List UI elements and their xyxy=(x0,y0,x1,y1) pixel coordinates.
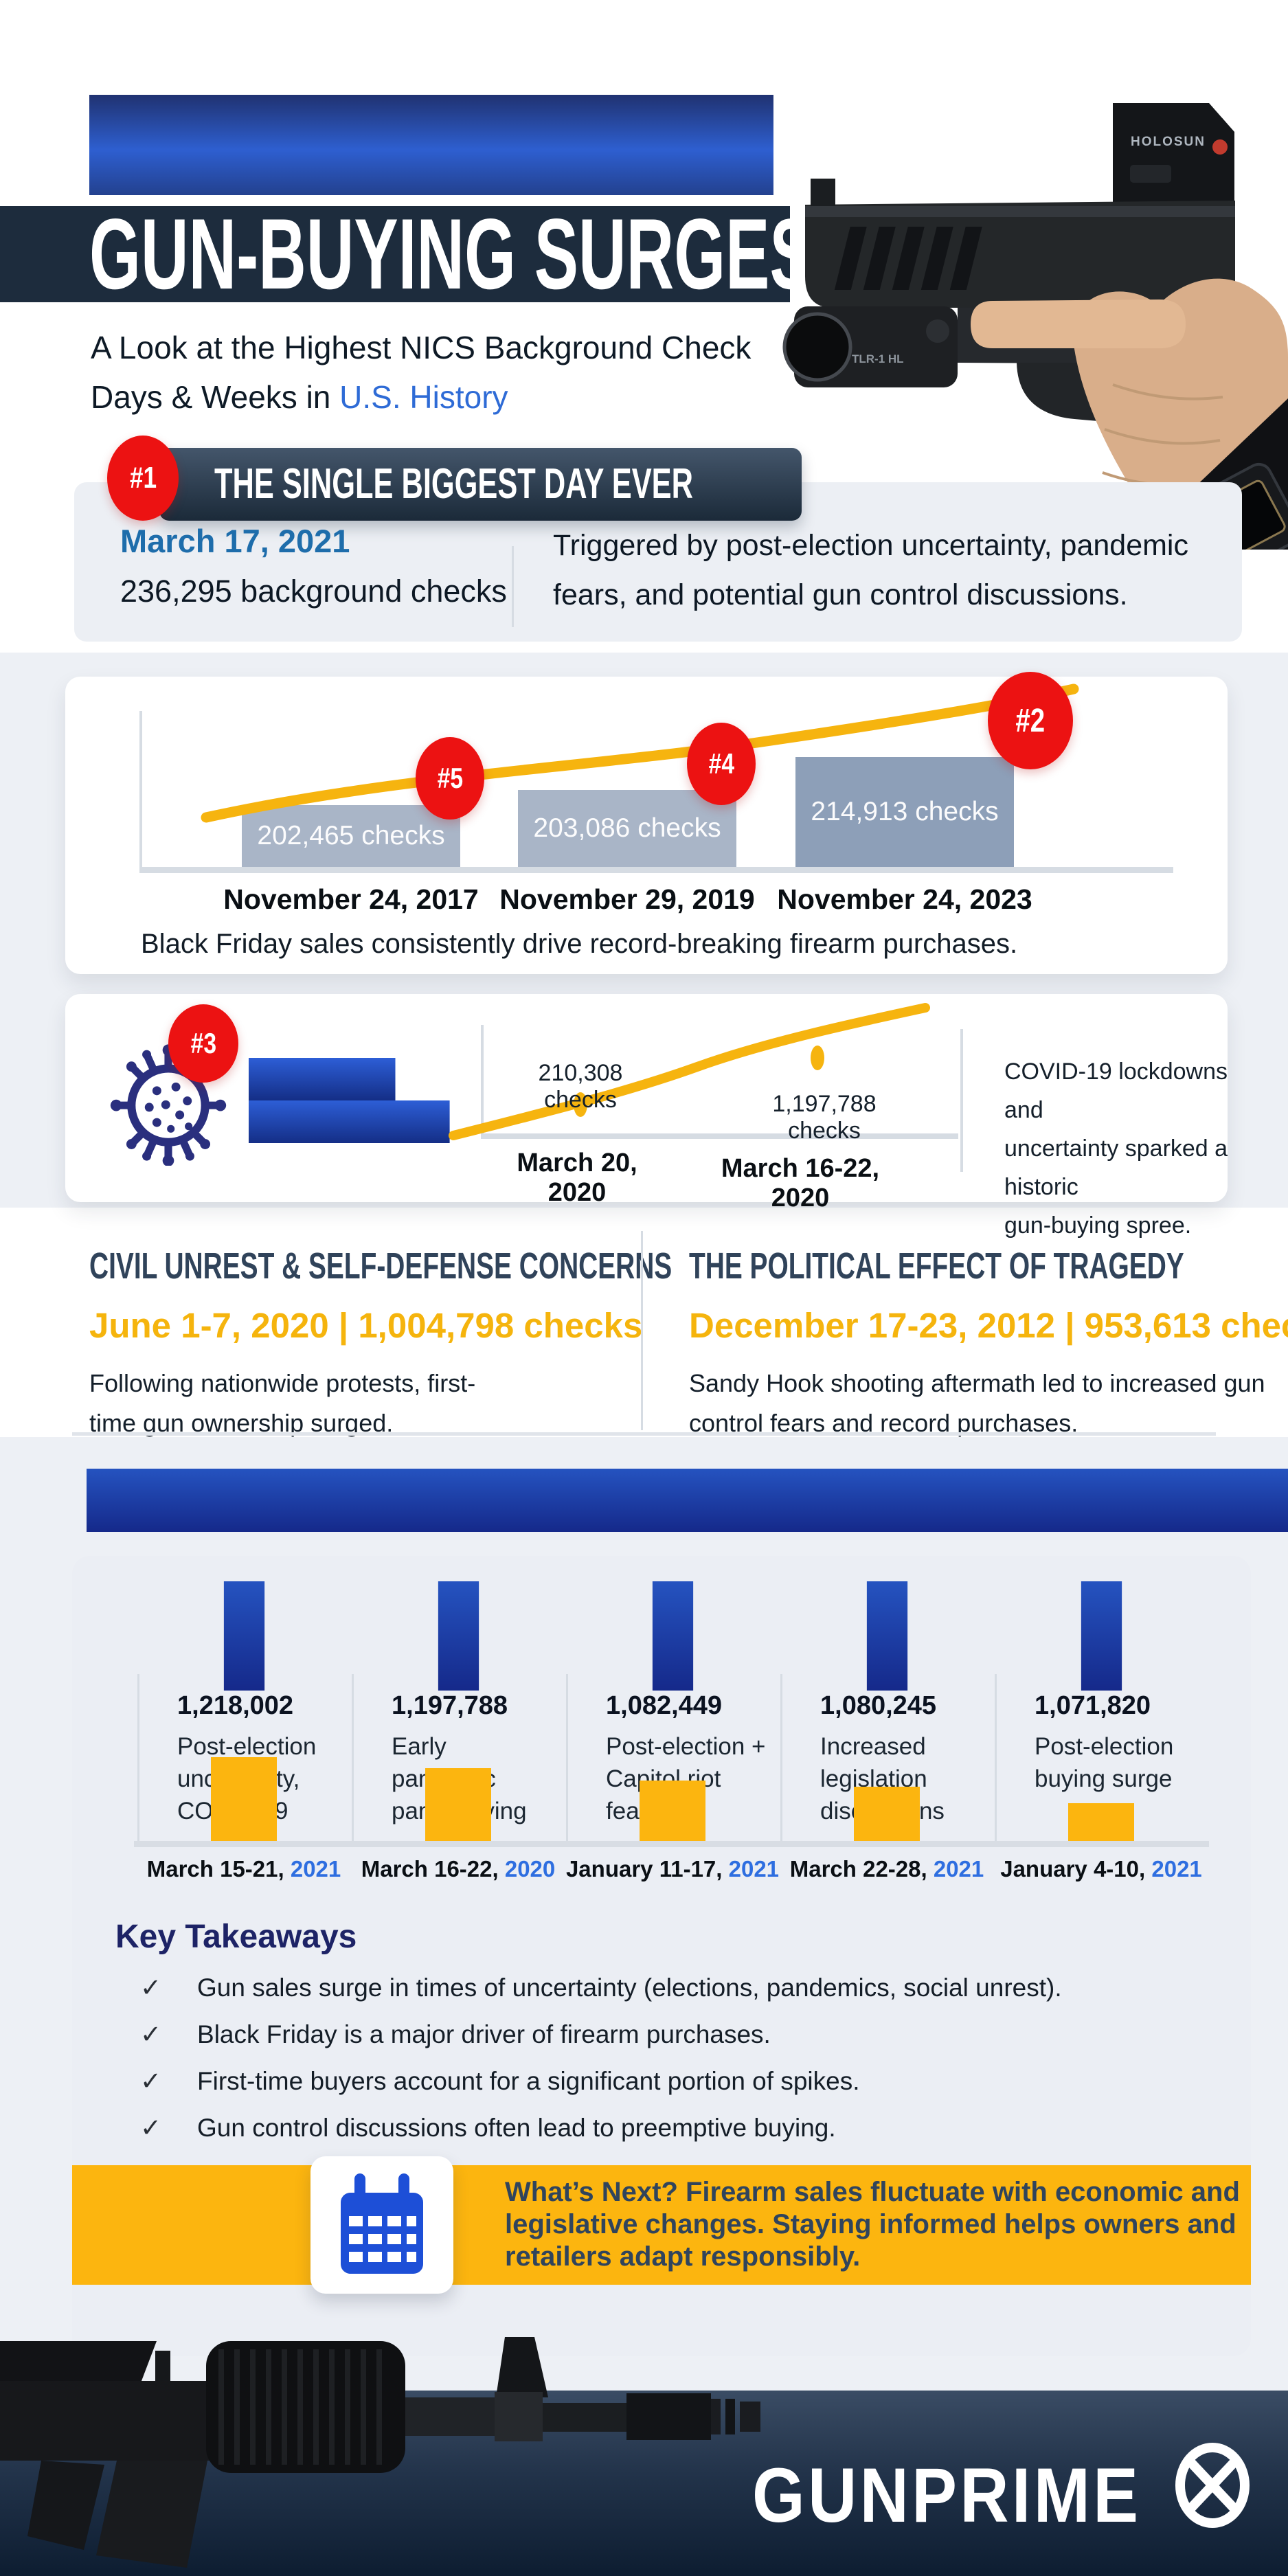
top5-col-line-4 xyxy=(780,1674,782,1844)
check-icon: ✓ xyxy=(140,2114,162,2142)
top5-date-5: January 4-10, 2021 xyxy=(1000,1856,1202,1882)
top5-col-line-2 xyxy=(352,1674,354,1844)
top5-bar-1 xyxy=(211,1757,277,1841)
takeaways-heading: Key Takeaways xyxy=(115,1919,357,1955)
top5-col-line-3 xyxy=(566,1674,568,1844)
top5-heading: THE TOP 5 HIGHEST WEEKS FOR NICS BACKGRO… xyxy=(87,1469,1288,1532)
pandemic-description: COVID-19 lockdowns and uncertainty spark… xyxy=(1004,1059,1228,1239)
top5-date-4: March 22-28, 2021 xyxy=(789,1856,984,1882)
check-icon: ✓ xyxy=(140,1974,162,2002)
biggest-day-stat: 236,295 background checks xyxy=(120,574,507,609)
pistol-photo: HOLOSUN TLR-1 HL xyxy=(782,103,1288,550)
page-title-line1: AMERICA’S BIGGEST xyxy=(89,95,1126,195)
rank-5-badge: #5 xyxy=(416,737,484,820)
biggest-day-divider xyxy=(512,546,514,627)
top5-bar-5 xyxy=(1068,1803,1134,1841)
top5-col-line-1 xyxy=(137,1674,139,1844)
takeaway-item-1: ✓ Gun sales surge in times of uncertainty… xyxy=(140,1974,1062,2002)
pandemic-divider xyxy=(960,1029,963,1172)
bf-date-2: November 29, 2019 xyxy=(499,883,755,915)
event-1-title: CIVIL UNREST & SELF-DEFENSE CONCERNS xyxy=(89,1245,673,1287)
top5-col-line-5 xyxy=(995,1674,997,1844)
biggest-day-description: Triggered by post-election uncertainty, … xyxy=(553,529,1188,611)
rank-2-badge: #2 xyxy=(988,672,1073,769)
bf-caption: Black Friday sales consistently drive re… xyxy=(141,929,1018,959)
page-title-line1-text: AMERICA’S BIGGEST xyxy=(89,95,773,195)
footer-logo: GUNPRIME xyxy=(752,2451,1195,2540)
bf-date-3: November 24, 2023 xyxy=(777,883,1032,915)
light-brand-label: TLR-1 HL xyxy=(852,352,904,365)
weapon-light-icon: TLR-1 HL xyxy=(782,306,958,387)
pandemic-title: PANDEMIC PANIC BUYING xyxy=(249,1058,536,1143)
bf-bar-2: 203,086 checks xyxy=(518,790,736,867)
takeaway-item-2: ✓ Black Friday is a major driver of firea… xyxy=(140,2020,771,2048)
pistol-slide xyxy=(805,179,1235,308)
top5-date-1: March 15-21, 2021 xyxy=(146,1856,341,1882)
rank-1-badge: #1 xyxy=(107,436,179,521)
page-title-line2: GUN-BUYING SURGES xyxy=(89,198,1187,310)
pandemic-point2-label: 1,197,788 checks xyxy=(772,1091,877,1144)
bf-bar-3: 214,913 checks xyxy=(795,757,1014,867)
event-2-title: THE POLITICAL EFFECT OF TRAGEDY xyxy=(689,1245,1184,1287)
rank-4-badge: #4 xyxy=(687,723,756,805)
event-tragedy: THE POLITICAL EFFECT OF TRAGEDY December… xyxy=(689,1245,1288,1443)
biggest-day-banner: THE SINGLE BIGGEST DAY EVER xyxy=(159,448,802,521)
subtitle-line2: Days & Weeks in U.S. History xyxy=(91,379,508,415)
event-1-stat: June 1-7, 2020 | 1,004,798 checks xyxy=(89,1306,643,1345)
check-icon: ✓ xyxy=(140,2020,162,2048)
header-navy-band xyxy=(0,206,790,302)
top5-bar-4 xyxy=(854,1787,920,1841)
rank-3-badge: #3 xyxy=(168,1004,238,1083)
top5-rank-2: 2 xyxy=(352,1580,565,1693)
takeaway-item-3: ✓ First-time buyers account for a signifi… xyxy=(140,2067,860,2095)
sight-brand-label: HOLOSUN xyxy=(1131,135,1206,149)
check-icon: ✓ xyxy=(140,2067,162,2095)
biggest-day-date: March 17, 2021 xyxy=(120,523,350,559)
top5-rank-3: 3 xyxy=(566,1580,779,1693)
top5-date-2: March 16-22, 2020 xyxy=(361,1856,556,1882)
takeaway-item-4: ✓ Gun control discussions often lead to p… xyxy=(140,2114,836,2142)
event-2-stat: December 17-23, 2012 | 953,613 checks xyxy=(689,1306,1288,1345)
brand-x-icon xyxy=(1175,2443,1250,2528)
bf-date-1: November 24, 2017 xyxy=(223,883,479,915)
top5-bar-3 xyxy=(640,1781,705,1841)
events-bottom-rule xyxy=(72,1432,1216,1436)
top5-bar-2 xyxy=(425,1768,491,1841)
biggest-day-banner-label: THE SINGLE BIGGEST DAY EVER xyxy=(214,460,693,508)
bf-y-axis xyxy=(139,711,142,873)
rifle-photo xyxy=(0,2337,760,2568)
subtitle-highlight: U.S. History xyxy=(339,379,508,415)
page-subtitle: A Look at the Highest NICS Background Ch… xyxy=(91,323,751,422)
top5-rank-4: 4 xyxy=(780,1580,993,1693)
red-dot-sight-icon: HOLOSUN xyxy=(1113,103,1234,206)
top5-item-5: 1,071,820 Post-election buying surge xyxy=(1035,1691,1174,1792)
top5-date-3: January 11-17, 2021 xyxy=(565,1856,780,1882)
bf-bar-1: 202,465 checks xyxy=(242,805,460,867)
events-white-band xyxy=(0,1208,1288,1437)
event-2-description: Sandy Hook shooting aftermath led to inc… xyxy=(689,1369,1265,1437)
top5-rank-5: 5 xyxy=(995,1580,1208,1693)
bf-baseline xyxy=(139,867,1173,873)
pandemic-y-axis xyxy=(481,1025,484,1139)
subtitle-line1: A Look at the Highest NICS Background Ch… xyxy=(91,330,752,365)
page-title-line2-text: GUN-BUYING SURGES xyxy=(89,198,814,310)
top5-rank-1: 1 xyxy=(137,1580,350,1693)
whats-next-text: What’s Next? Firearm sales fluctuate wit… xyxy=(505,2177,1240,2272)
virus-icon xyxy=(110,1044,227,1166)
calendar-icon xyxy=(341,2173,423,2274)
pandemic-point1-label: 210,308 checks xyxy=(538,1060,623,1113)
events-divider xyxy=(641,1231,643,1430)
brand-name: GUNPRIME xyxy=(752,2452,1142,2538)
pandemic-date-2: March 16-22, 2020 xyxy=(721,1154,880,1212)
pandemic-date-1: March 20, 2020 xyxy=(517,1149,637,1207)
whats-next-banner xyxy=(72,2165,1251,2285)
top5-baseline xyxy=(134,1841,1209,1847)
